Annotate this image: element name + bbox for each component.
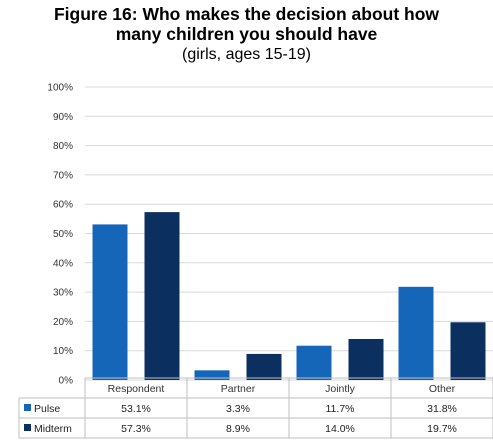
y-tick-label: 60% (53, 200, 73, 211)
bar-midterm-respondent (144, 212, 180, 380)
x-category-label: Respondent (108, 383, 165, 395)
y-tick-label: 80% (53, 141, 73, 152)
chart-subtitle: (girls, ages 15-19) (182, 46, 311, 63)
data-label: 19.7% (427, 423, 457, 435)
legend-label-midterm: Midterm (34, 423, 72, 435)
y-tick-label: 70% (53, 170, 73, 181)
bar-pulse-jointly (296, 345, 332, 380)
y-tick-label: 0% (59, 376, 74, 387)
y-tick-label: 50% (53, 229, 73, 240)
data-label: 11.7% (326, 403, 355, 415)
data-label: 14.0% (325, 423, 355, 435)
y-tick-label: 100% (47, 83, 73, 94)
bar-pulse-other (398, 286, 434, 380)
legend-label-pulse: Pulse (34, 403, 60, 415)
x-category-label: Jointly (325, 383, 356, 395)
bar-midterm-partner (246, 353, 282, 380)
bar-pulse-respondent (92, 224, 128, 380)
y-tick-label: 90% (53, 112, 73, 123)
chart-title-line-1: Figure 16: Who makes the decision about … (53, 4, 440, 24)
y-tick-label: 20% (53, 317, 73, 328)
y-tick-label: 10% (53, 346, 73, 357)
chart-title-line-2: many children you should have (115, 24, 378, 44)
legend-swatch-midterm (24, 424, 31, 431)
data-label: 31.8% (427, 403, 457, 415)
data-label: 57.3% (121, 423, 151, 435)
data-label: 8.9% (226, 423, 250, 435)
data-label: 3.3% (226, 403, 250, 415)
x-category-label: Partner (221, 383, 256, 395)
y-tick-label: 40% (53, 258, 73, 269)
bar-pulse-partner (194, 370, 230, 380)
bar-midterm-other (450, 322, 486, 380)
data-label: 53.1% (121, 403, 151, 415)
x-category-label: Other (429, 383, 456, 395)
y-tick-label: 30% (53, 288, 73, 299)
legend-swatch-pulse (24, 404, 31, 411)
bar-midterm-jointly (348, 338, 384, 380)
